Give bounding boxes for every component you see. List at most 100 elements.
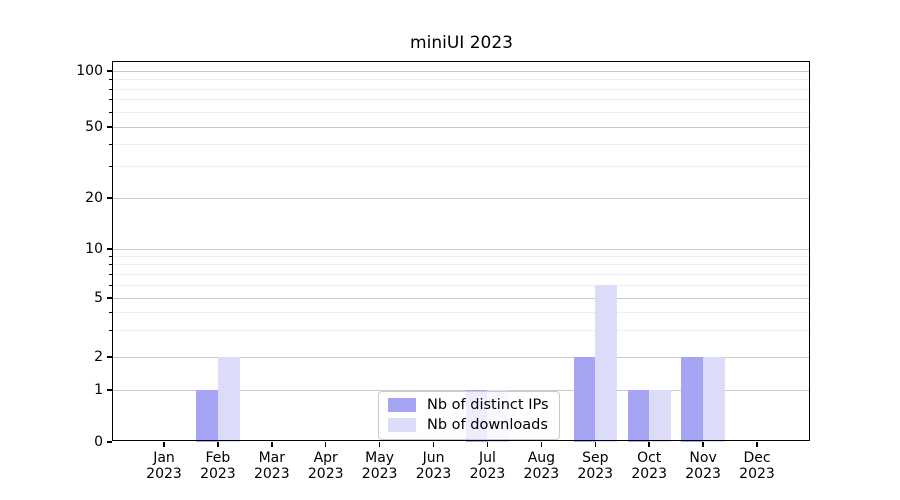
x-tick-label: Dec 2023 (729, 450, 785, 482)
y-minor-tick-mark (109, 284, 112, 286)
x-tick-mark (756, 442, 758, 447)
y-minor-tick-mark (109, 99, 112, 101)
x-tick-year: 2023 (307, 466, 344, 482)
y-gridline-major (113, 70, 810, 72)
y-gridline-minor (113, 99, 810, 101)
bar-downloads-nov (703, 357, 725, 442)
x-tick-year: 2023 (361, 466, 398, 482)
x-tick-month: Jul (479, 450, 496, 466)
y-gridline-minor (113, 284, 810, 286)
x-tick-month: Aug (527, 450, 556, 466)
y-tick-mark (107, 70, 112, 72)
y-minor-tick-mark (109, 273, 112, 275)
x-tick-year: 2023 (200, 466, 236, 482)
y-minor-tick-mark (109, 88, 112, 90)
x-tick-month: Jun (422, 450, 445, 466)
x-tick-mark (271, 442, 273, 447)
y-gridline-minor (113, 330, 810, 332)
bar-distinct-ips-sep (573, 357, 596, 442)
y-tick-label: 1 (94, 382, 103, 398)
x-tick-label: Jul 2023 (459, 450, 515, 482)
x-tick-year: 2023 (415, 466, 452, 482)
x-tick-month: Sep (582, 450, 609, 466)
y-tick-label: 2 (94, 349, 103, 365)
y-minor-tick-mark (109, 264, 112, 266)
y-gridline-minor (113, 111, 810, 113)
y-tick-mark (107, 441, 112, 443)
x-tick-month: Mar (258, 450, 286, 466)
x-tick-month: Oct (637, 450, 662, 466)
x-tick-mark (648, 442, 650, 447)
legend-label-distinct-ips: Nb of distinct IPs (427, 397, 549, 413)
x-tick-month: Feb (205, 450, 231, 466)
x-tick-label: Aug 2023 (513, 450, 569, 482)
y-tick-mark (107, 356, 112, 358)
y-gridline-minor (113, 143, 810, 145)
y-tick-label: 20 (85, 190, 103, 206)
y-minor-tick-mark (109, 330, 112, 332)
x-tick-mark (702, 442, 704, 447)
x-tick-year: 2023 (739, 466, 775, 482)
x-tick-mark (486, 442, 489, 447)
x-tick-year: 2023 (253, 466, 290, 482)
y-minor-tick-mark (109, 111, 112, 113)
x-tick-month: Apr (313, 450, 338, 466)
x-tick-mark (594, 442, 596, 447)
x-tick-label: Nov 2023 (675, 450, 731, 482)
bar-downloads-feb (217, 357, 240, 442)
y-gridline-minor (113, 273, 810, 275)
y-gridline-minor (113, 79, 810, 80)
x-tick-label: Oct 2023 (621, 450, 677, 482)
y-gridline-major (113, 248, 810, 250)
bar-distinct-ips-feb (196, 390, 218, 442)
bar-downloads-sep (595, 285, 617, 442)
x-tick-label: Apr 2023 (298, 450, 354, 482)
legend: Nb of distinct IPs Nb of downloads (378, 391, 560, 440)
bar-distinct-ips-oct (627, 390, 650, 442)
legend-row-downloads: Nb of downloads (388, 417, 549, 433)
x-tick-mark (378, 442, 381, 447)
x-tick-mark (325, 442, 327, 447)
legend-row-distinct-ips: Nb of distinct IPs (388, 397, 549, 413)
y-gridline-minor (113, 255, 810, 257)
x-tick-mark (432, 442, 435, 447)
x-tick-month: Nov (689, 450, 717, 466)
y-gridline-minor (113, 264, 810, 266)
x-tick-year: 2023 (685, 466, 721, 482)
x-tick-label: Jan 2023 (136, 450, 192, 482)
x-tick-year: 2023 (523, 466, 560, 482)
y-gridline-major (113, 197, 810, 199)
y-minor-tick-mark (109, 143, 112, 145)
x-tick-month: Jan (153, 450, 175, 466)
y-gridline-minor (113, 311, 810, 313)
x-tick-label: Sep 2023 (567, 450, 623, 482)
x-tick-label: Jun 2023 (406, 450, 462, 482)
y-gridline-minor (113, 88, 810, 90)
y-tick-label: 0 (94, 434, 103, 450)
x-tick-year: 2023 (469, 466, 506, 482)
y-gridline-minor (113, 166, 810, 168)
y-minor-tick-mark (109, 166, 112, 168)
bar-distinct-ips-nov (681, 357, 704, 442)
legend-swatch-downloads (388, 418, 416, 432)
y-minor-tick-mark (109, 311, 112, 313)
chart-title: miniUI 2023 (410, 33, 513, 53)
y-gridline-major (113, 356, 810, 358)
y-tick-mark (107, 297, 112, 299)
x-tick-label: Mar 2023 (244, 450, 300, 482)
y-tick-mark (107, 197, 112, 199)
y-minor-tick-mark (109, 255, 112, 257)
y-tick-label: 100 (76, 63, 103, 79)
y-tick-label: 50 (85, 119, 103, 135)
x-tick-month: Dec (743, 450, 771, 466)
x-tick-year: 2023 (631, 466, 667, 482)
x-tick-year: 2023 (146, 466, 182, 482)
y-gridline-major (113, 389, 810, 391)
y-tick-label: 10 (85, 241, 103, 257)
y-tick-mark (107, 389, 112, 391)
x-tick-month: May (365, 450, 395, 466)
x-tick-mark (217, 442, 219, 447)
legend-swatch-distinct-ips (388, 398, 416, 412)
y-gridline-major (113, 297, 810, 299)
